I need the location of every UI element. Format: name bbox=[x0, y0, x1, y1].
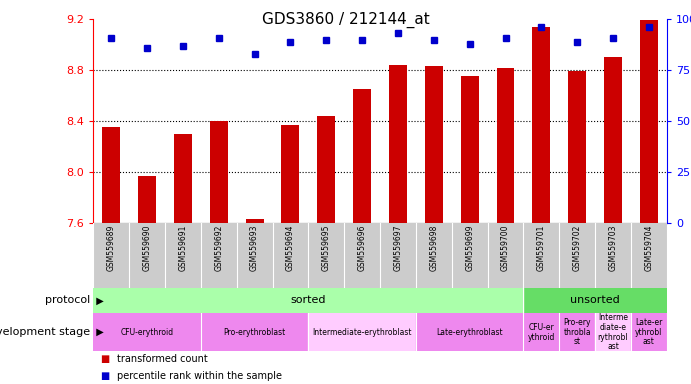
Bar bbox=[317, 116, 335, 223]
Text: GSM559698: GSM559698 bbox=[429, 225, 438, 271]
Bar bbox=[524, 313, 559, 351]
Text: GSM559703: GSM559703 bbox=[609, 225, 618, 271]
Text: GSM559699: GSM559699 bbox=[465, 225, 474, 271]
Text: Late-er
ythrobl
ast: Late-er ythrobl ast bbox=[635, 318, 663, 346]
Bar bbox=[532, 27, 550, 223]
Bar bbox=[425, 66, 443, 223]
Text: ■: ■ bbox=[100, 354, 109, 364]
Text: Interme
diate-e
rythrobl
ast: Interme diate-e rythrobl ast bbox=[598, 313, 628, 351]
Text: GSM559702: GSM559702 bbox=[573, 225, 582, 271]
Text: protocol: protocol bbox=[45, 295, 90, 306]
Bar bbox=[461, 76, 479, 223]
Text: GDS3860 / 212144_at: GDS3860 / 212144_at bbox=[262, 12, 429, 28]
Bar bbox=[93, 288, 524, 313]
Text: Intermediate-erythroblast: Intermediate-erythroblast bbox=[312, 328, 412, 337]
Text: development stage: development stage bbox=[0, 327, 90, 337]
Bar bbox=[308, 313, 416, 351]
Bar bbox=[174, 134, 192, 223]
Bar bbox=[595, 313, 631, 351]
Bar bbox=[497, 68, 515, 223]
Text: Late-erythroblast: Late-erythroblast bbox=[436, 328, 503, 337]
Text: CFU-erythroid: CFU-erythroid bbox=[120, 328, 173, 337]
Text: GSM559697: GSM559697 bbox=[393, 225, 402, 271]
Bar bbox=[416, 313, 524, 351]
Bar bbox=[524, 288, 667, 313]
Text: ▶: ▶ bbox=[90, 327, 104, 337]
Text: Pro-ery
throbla
st: Pro-ery throbla st bbox=[563, 318, 591, 346]
Text: GSM559689: GSM559689 bbox=[106, 225, 115, 271]
Bar bbox=[640, 20, 658, 223]
Text: sorted: sorted bbox=[291, 295, 326, 306]
Text: transformed count: transformed count bbox=[117, 354, 208, 364]
Bar bbox=[138, 175, 156, 223]
Text: GSM559692: GSM559692 bbox=[214, 225, 223, 271]
Text: ■: ■ bbox=[100, 371, 109, 381]
Text: unsorted: unsorted bbox=[570, 295, 620, 306]
Bar bbox=[201, 313, 308, 351]
Bar bbox=[353, 89, 371, 223]
Bar bbox=[631, 313, 667, 351]
Bar bbox=[604, 57, 622, 223]
Text: GSM559704: GSM559704 bbox=[645, 225, 654, 271]
Text: Pro-erythroblast: Pro-erythroblast bbox=[223, 328, 285, 337]
Bar bbox=[559, 313, 595, 351]
Bar bbox=[245, 219, 263, 223]
Bar bbox=[389, 65, 407, 223]
Text: ▶: ▶ bbox=[90, 295, 104, 306]
Text: GSM559696: GSM559696 bbox=[358, 225, 367, 271]
Bar bbox=[568, 71, 586, 223]
Text: GSM559695: GSM559695 bbox=[322, 225, 331, 271]
Text: GSM559701: GSM559701 bbox=[537, 225, 546, 271]
Text: GSM559691: GSM559691 bbox=[178, 225, 187, 271]
Text: GSM559694: GSM559694 bbox=[286, 225, 295, 271]
Text: CFU-er
ythroid: CFU-er ythroid bbox=[528, 323, 555, 341]
Text: GSM559690: GSM559690 bbox=[142, 225, 151, 271]
Text: percentile rank within the sample: percentile rank within the sample bbox=[117, 371, 283, 381]
Bar bbox=[281, 125, 299, 223]
Text: GSM559693: GSM559693 bbox=[250, 225, 259, 271]
Bar bbox=[93, 313, 201, 351]
Text: GSM559700: GSM559700 bbox=[501, 225, 510, 271]
Bar bbox=[210, 121, 228, 223]
Bar bbox=[102, 127, 120, 223]
